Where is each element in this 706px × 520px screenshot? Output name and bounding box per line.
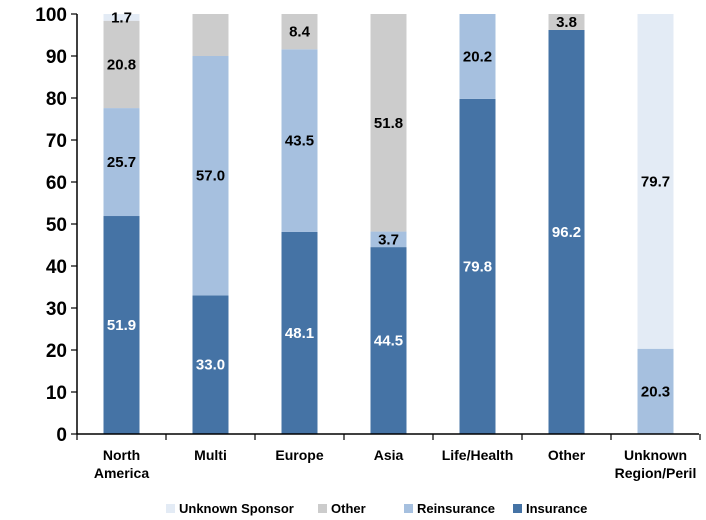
- bar-other-5: [548, 14, 585, 30]
- x-tick-label-3: Asia: [374, 447, 404, 463]
- legend-swatch-insurance: [513, 504, 522, 513]
- data-label-other-5: 3.8: [556, 14, 577, 31]
- y-tick-label-5: 50: [46, 215, 67, 236]
- value-labels-group: 51.9 25.7 20.8 1.7 33.0 57.0 48.1 43.5 8.4 44.5 3.…: [107, 9, 670, 400]
- data-label-reinsurance-3: 3.7: [378, 231, 399, 248]
- data-label-insurance-4: 79.8: [463, 258, 492, 275]
- bar-reinsurance-3: [370, 231, 407, 248]
- legend-label-other: Other: [331, 501, 366, 516]
- legend-swatch-other: [318, 504, 327, 513]
- bar-other-2: [281, 14, 318, 50]
- bar-unknown-sponsor-0: [103, 14, 140, 21]
- bar-insurance-1: [192, 295, 229, 434]
- bar-unknown-sponsor-6: [637, 14, 674, 349]
- data-label-insurance-0: 51.9: [107, 317, 136, 334]
- legend-label-reinsurance: Reinsurance: [417, 501, 495, 516]
- data-label-other-0: 20.8: [107, 56, 136, 73]
- y-tick-label-9: 90: [46, 47, 67, 68]
- x-tick-label-4: Life/Health: [442, 447, 514, 463]
- y-tick-label-0: 0: [56, 425, 67, 446]
- x-tick-label-line-4-0: Life/Health: [442, 447, 514, 463]
- data-label-insurance-1: 33.0: [196, 357, 225, 374]
- x-tick-label-line-6-1: Region/Peril: [615, 465, 697, 481]
- bars-group: [103, 14, 674, 435]
- bar-insurance-0: [103, 216, 140, 434]
- x-tick-label-line-5-0: Other: [548, 447, 586, 463]
- data-label-other-2: 8.4: [289, 24, 311, 41]
- bar-insurance-2: [281, 231, 318, 434]
- bar-other-1: [192, 14, 229, 56]
- x-tick-label-0: North America: [94, 447, 149, 481]
- x-tick-label-line-0-1: America: [94, 465, 149, 481]
- y-tick-label-10: 100: [35, 5, 67, 26]
- data-label-reinsurance-2: 43.5: [285, 133, 314, 150]
- legend-swatch-reinsurance: [404, 504, 413, 513]
- x-tick-label-6: Unknown Region/Peril: [615, 447, 697, 481]
- bar-other-3: [370, 14, 407, 232]
- y-tick-label-2: 20: [46, 341, 67, 362]
- x-tick-label-1: Multi: [194, 447, 227, 463]
- x-tick-label-line-3-0: Asia: [374, 447, 404, 463]
- x-tick-label-5: Other: [548, 447, 586, 463]
- x-tick-label-line-2-0: Europe: [275, 447, 323, 463]
- x-tick-label-2: Europe: [275, 447, 323, 463]
- x-tick-label-line-6-0: Unknown: [624, 447, 687, 463]
- bar-other-0: [103, 20, 140, 109]
- legend-label-insurance: Insurance: [526, 501, 587, 516]
- y-tick-label-6: 60: [46, 173, 67, 194]
- x-tick-label-line-1-0: Multi: [194, 447, 227, 463]
- x-tick-label-line-0-0: North: [103, 447, 140, 463]
- bar-insurance-5: [548, 29, 585, 435]
- y-tick-label-8: 80: [46, 89, 67, 110]
- data-label-reinsurance-1: 57.0: [196, 168, 225, 185]
- y-tick-label-4: 40: [46, 257, 67, 278]
- data-label-insurance-2: 48.1: [285, 325, 314, 342]
- legend: Unknown Sponsor Other Reinsurance Insurance: [166, 501, 587, 516]
- bar-reinsurance-1: [192, 56, 229, 296]
- bar-insurance-4: [459, 98, 496, 434]
- y-tick-label-1: 10: [46, 383, 67, 404]
- y-tick-label-3: 30: [46, 299, 67, 320]
- bar-reinsurance-6: [637, 348, 674, 434]
- legend-label-unknown-sponsor: Unknown Sponsor: [179, 501, 294, 516]
- data-label-other-3: 51.8: [374, 115, 403, 132]
- bar-reinsurance-4: [459, 14, 496, 99]
- axes-group: 0 10 20 30 40 50 60 70 80 90 100 North America Multi E…: [35, 5, 701, 481]
- legend-swatch-unknown-sponsor: [166, 504, 175, 513]
- data-label-reinsurance-4: 20.2: [463, 48, 492, 65]
- bar-insurance-3: [370, 247, 407, 434]
- bar-reinsurance-0: [103, 108, 140, 217]
- bar-reinsurance-2: [281, 49, 318, 232]
- data-label-insurance-5: 96.2: [552, 224, 581, 241]
- data-label-reinsurance-0: 25.7: [107, 154, 136, 171]
- data-label-unknown-sponsor-0: 1.7: [111, 9, 132, 26]
- data-label-unknown-sponsor-6: 79.7: [641, 173, 670, 190]
- data-label-insurance-3: 44.5: [374, 333, 403, 350]
- data-label-reinsurance-6: 20.3: [641, 383, 670, 400]
- y-tick-label-7: 70: [46, 131, 67, 152]
